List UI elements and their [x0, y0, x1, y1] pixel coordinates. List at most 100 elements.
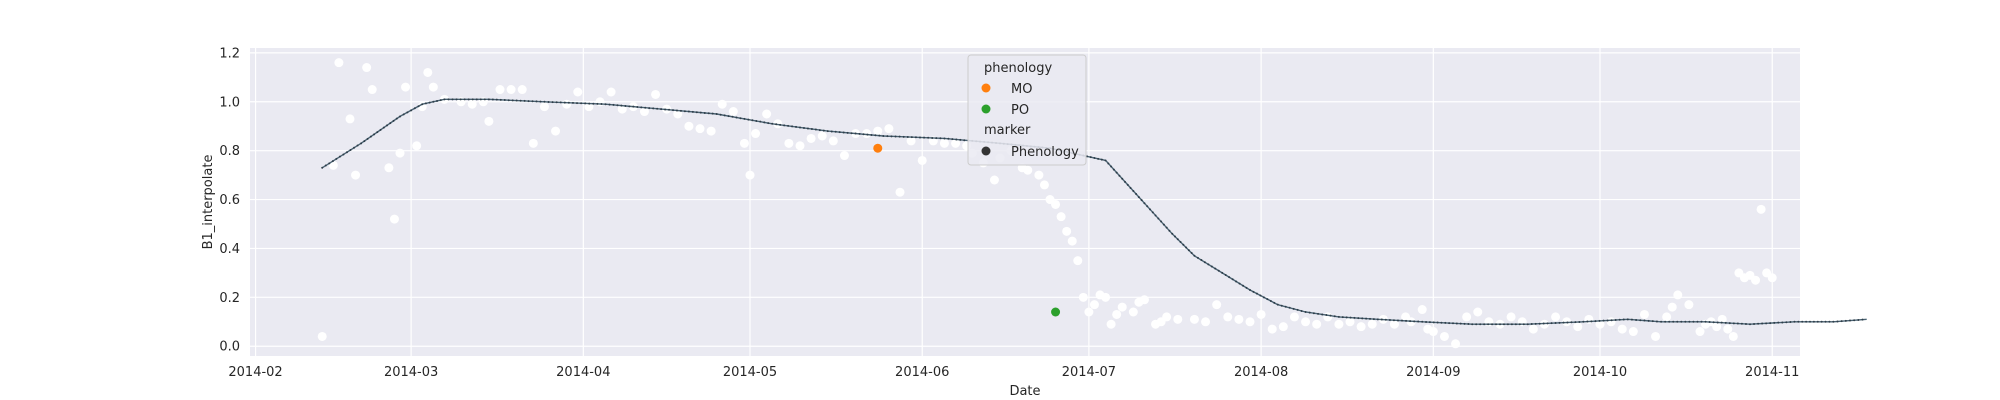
scatter-point: [762, 109, 772, 119]
curve-dot: [379, 128, 382, 131]
curve-dot: [1168, 229, 1171, 232]
curve-dot: [1655, 320, 1658, 323]
curve-dot: [1392, 319, 1395, 322]
curve-dot: [672, 109, 675, 112]
curve-dot: [459, 98, 462, 101]
curve-dot: [1104, 159, 1107, 162]
curve-dot: [943, 137, 946, 140]
curve-dot: [551, 101, 554, 104]
scatter-point: [1551, 312, 1561, 322]
curve-dot: [1506, 323, 1509, 326]
curve-dot: [1849, 319, 1851, 322]
curve-dot: [1288, 306, 1291, 309]
curve-dot: [571, 101, 574, 104]
scatter-point: [1345, 317, 1355, 327]
legend-title-phenology: phenology: [984, 61, 1052, 76]
curve-dot: [376, 131, 379, 134]
curve-dot: [1129, 186, 1132, 189]
curve-dot: [695, 111, 698, 114]
curve-dot: [1773, 321, 1776, 324]
curve-dot: [947, 137, 950, 140]
curve-dot: [731, 115, 734, 118]
curve-dot: [1143, 202, 1146, 205]
curve-dot: [795, 125, 798, 128]
scatter-point: [1078, 292, 1088, 302]
curve-dot: [612, 103, 615, 106]
curve-dot: [1514, 323, 1517, 326]
curve-dot: [906, 135, 909, 138]
curve-dot: [802, 126, 805, 129]
scatter-point: [1528, 324, 1538, 334]
curve-dot: [1626, 318, 1629, 321]
curve-dot: [1749, 323, 1751, 326]
scatter-point: [595, 97, 605, 107]
curve-dot: [1455, 322, 1458, 325]
curve-dot: [810, 128, 813, 131]
curve-dot: [1757, 322, 1760, 325]
curve-dot: [1660, 320, 1663, 323]
curve-dot: [791, 125, 794, 128]
curve-dot: [360, 142, 363, 145]
curve-dot: [1797, 320, 1800, 323]
curve-dot: [1590, 320, 1593, 323]
x-tick-label: 2014-11: [1745, 365, 1799, 380]
curve-dot: [567, 101, 570, 104]
phenology-points: [873, 143, 1061, 317]
curve-dot: [755, 119, 758, 122]
scatter-point: [1051, 199, 1061, 209]
curve-dot: [648, 107, 651, 110]
curve-dot: [656, 107, 659, 110]
curve-dot: [1828, 320, 1831, 323]
curve-dot: [923, 136, 926, 139]
curve-dot: [1530, 323, 1533, 326]
curve-dot: [507, 99, 510, 102]
scatter-point: [1584, 314, 1594, 324]
curve-dot: [838, 131, 841, 134]
curve-dot: [600, 103, 603, 106]
curve-dot: [1606, 319, 1609, 322]
scatter-point: [1023, 165, 1033, 175]
curve-dot: [1467, 323, 1470, 326]
curve-dot: [386, 124, 389, 127]
curve-dot: [1836, 320, 1839, 323]
scatter-point: [1201, 317, 1211, 327]
curve-dot: [487, 98, 490, 101]
curve-dot: [1365, 317, 1368, 320]
curve-dot: [1428, 321, 1431, 324]
curve-dot: [1753, 323, 1756, 325]
curve-dot: [392, 119, 395, 122]
scatter-point: [939, 138, 949, 148]
curve-dot: [1300, 309, 1303, 312]
scatter-point: [1034, 170, 1044, 180]
curve-dot: [1312, 312, 1315, 315]
curve-dot: [1844, 319, 1847, 322]
curve-dot: [1610, 319, 1613, 322]
curve-dot: [1421, 320, 1424, 323]
curve-dot: [1124, 180, 1126, 183]
curve-dot: [335, 157, 338, 160]
curve-dot: [951, 138, 954, 141]
scatter-point: [1767, 273, 1777, 283]
x-tick-label: 2014-07: [1062, 365, 1116, 380]
curve-dot: [1417, 320, 1420, 323]
curve-dot: [735, 116, 738, 119]
curve-dot: [858, 132, 861, 135]
scatter-point: [484, 116, 494, 126]
curve-dot: [1724, 321, 1727, 324]
curve-dot: [1185, 246, 1188, 249]
scatter-point: [1189, 314, 1199, 324]
curve-dot: [1558, 321, 1561, 324]
curve-dot: [1777, 321, 1780, 324]
curve-dot: [1182, 243, 1185, 246]
scatter-point: [1173, 314, 1183, 324]
curve-dot: [783, 124, 786, 127]
scatter-point: [1573, 322, 1583, 332]
curve-dot: [1526, 323, 1529, 326]
curve-dot: [1154, 214, 1157, 217]
curve-dot: [1207, 263, 1210, 266]
curve-dot: [366, 137, 369, 140]
curve-dot: [1744, 323, 1747, 325]
curve-dot: [1333, 315, 1336, 318]
curve-dot: [963, 139, 966, 142]
curve-dot: [479, 98, 482, 101]
